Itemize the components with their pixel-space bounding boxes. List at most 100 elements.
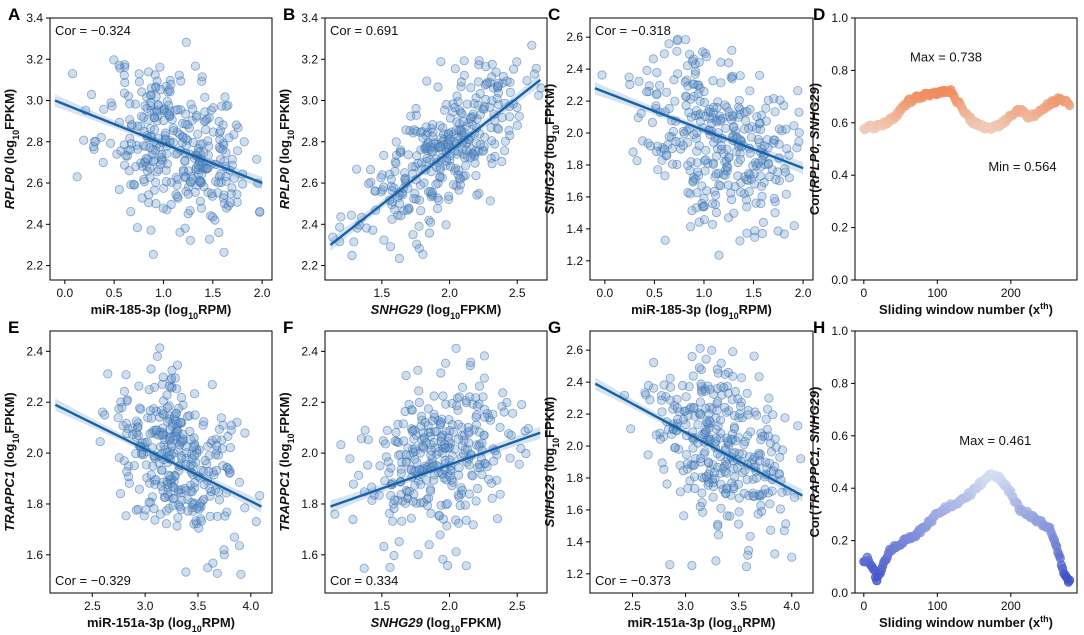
y-tick-label: 0.6 [831, 116, 848, 130]
scatter-point [714, 250, 724, 260]
scatter-point [379, 182, 389, 192]
scatter-point [193, 160, 203, 170]
panel-letter: H [813, 318, 825, 337]
scatter-point [401, 450, 411, 460]
scatter-point [213, 487, 223, 497]
scatter-point [780, 167, 791, 177]
panel-f: 1.5 2.0 2.5 1.6 1.8 2.0 2.2 2.4 F SNHG29 (log10FP… [277, 318, 548, 634]
scatter-point [685, 222, 696, 232]
scatter-point [409, 125, 419, 135]
scatter-point [654, 80, 665, 90]
scatter-point [134, 69, 144, 79]
scatter-point [413, 549, 423, 560]
scatter-point [709, 467, 720, 478]
scatter-point [460, 445, 470, 455]
scatter-point [155, 343, 165, 353]
scatter-point [662, 479, 672, 489]
scatter-point [407, 162, 417, 172]
scatter-point [125, 145, 136, 155]
scatter-point [771, 175, 781, 185]
scatter-point [178, 429, 188, 439]
scatter-point [184, 166, 194, 176]
scatter-point [686, 94, 696, 104]
scatter-point [698, 507, 708, 517]
scatter-point [116, 146, 126, 156]
scatter-point [643, 450, 653, 460]
scatter-point [733, 102, 744, 112]
scatter-point [115, 488, 126, 499]
scatter-point [695, 343, 705, 353]
scatter-point [219, 545, 229, 555]
y-tick-label: 3.4 [301, 11, 318, 25]
scatter-point [713, 368, 723, 378]
scatter-point [145, 172, 155, 182]
correlation-annotation: Cor = 0.334 [330, 573, 398, 588]
scatter-point [508, 64, 519, 74]
scatter-point [171, 408, 181, 418]
scatter-point [221, 176, 231, 186]
scatter-point [399, 436, 409, 446]
scatter-point [475, 139, 485, 150]
scatter-point [384, 508, 395, 519]
scatter-point [154, 430, 164, 440]
scatter-point [442, 560, 453, 571]
panel-d: 0 100 200 0.0 0.2 0.4 0.6 0.8 1.0 D Sliding window… [807, 5, 1078, 317]
scatter-point [743, 410, 753, 420]
scatter-point [353, 470, 364, 480]
panel-h: 0 100 200 0.0 0.2 0.4 0.6 0.8 1.0 H Sliding window… [807, 318, 1078, 630]
scatter-points [328, 40, 546, 264]
scatter-point [124, 478, 134, 488]
scatter-point [701, 471, 712, 482]
x-axis-label: miR-151a-3p (log10RPM) [87, 615, 235, 634]
scatter-point [505, 112, 515, 122]
scatter-point [438, 554, 448, 564]
x-tick-label: 2.0 [441, 286, 458, 300]
scatter-point [742, 202, 752, 212]
scatter-point [701, 403, 711, 413]
scatter-point [95, 436, 105, 447]
scatter-point [473, 77, 484, 87]
scatter-point [439, 105, 450, 115]
scatter-point [689, 403, 699, 413]
y-tick-label: 3.2 [26, 52, 43, 66]
scatter-point [172, 521, 182, 531]
scatter-point [206, 438, 216, 448]
scatter-point [389, 183, 399, 193]
scatter-point [151, 177, 161, 187]
scatter-point [418, 428, 428, 438]
scatter-point [144, 384, 154, 395]
scatter-point [363, 435, 373, 445]
scatter-point [240, 503, 250, 513]
scatter-point [162, 159, 172, 169]
scatter-point [468, 520, 478, 530]
scatter-point [186, 171, 196, 181]
scatter-point [215, 126, 226, 136]
scatter-point [190, 187, 200, 197]
scatter-point [693, 420, 703, 430]
scatter-point [162, 149, 172, 159]
scatter-point [721, 468, 731, 478]
scatter-point [399, 206, 409, 216]
scatter-point [464, 460, 474, 470]
scatter-point [336, 440, 346, 450]
x-axis-label: miR-185-3p (log10RPM) [91, 302, 232, 321]
scatter-point [647, 117, 658, 128]
plot-frame [324, 17, 548, 281]
scatter-point [497, 156, 507, 167]
scatter-point [536, 83, 546, 93]
scatter-point [199, 479, 209, 490]
scatter-point [151, 425, 162, 435]
scatter-point [404, 399, 414, 409]
scatter-point [181, 134, 191, 144]
scatter-point [695, 453, 706, 464]
y-tick-label: 0.8 [831, 376, 848, 390]
scatter-point [502, 397, 512, 408]
scatter-point [168, 123, 178, 133]
scatter-point [435, 530, 445, 540]
scatter-point [121, 370, 131, 380]
scatter-point [158, 430, 168, 440]
y-tick-label: 2.4 [26, 217, 43, 231]
scatter-point [411, 110, 421, 120]
scatter-point [423, 404, 433, 414]
scatter-point [656, 395, 667, 405]
